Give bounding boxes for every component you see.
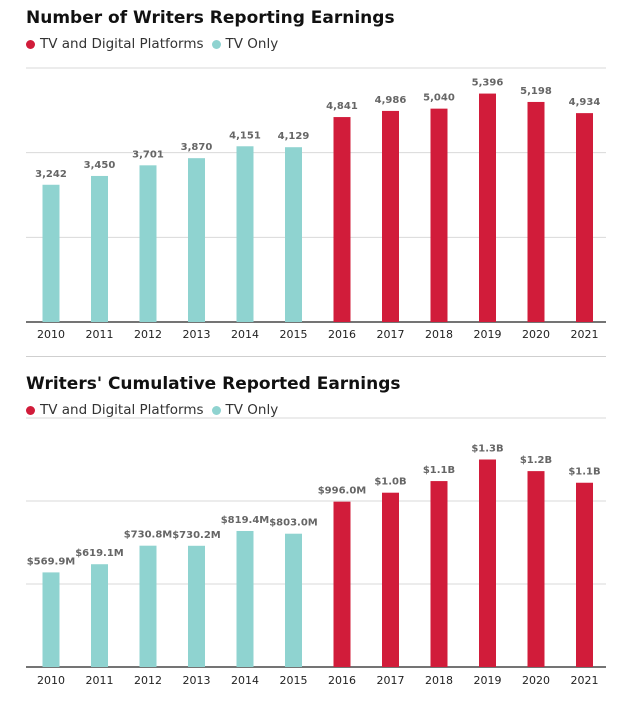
data-label-2013: 3,870 bbox=[181, 142, 213, 153]
bar-2014 bbox=[236, 146, 254, 322]
data-label-2019: $1.3B bbox=[471, 444, 503, 455]
bar-2020 bbox=[527, 471, 545, 667]
legend-label: TV and Digital Platforms bbox=[40, 402, 204, 418]
data-label-2014: 4,151 bbox=[229, 130, 261, 141]
x-tick-label-2017: 2017 bbox=[377, 674, 405, 687]
bar-2019 bbox=[479, 459, 496, 667]
bar-2011 bbox=[91, 175, 108, 322]
x-tick-label-2013: 2013 bbox=[183, 328, 211, 341]
data-label-2018: $1.1B bbox=[423, 465, 455, 476]
bar-2021 bbox=[576, 113, 593, 322]
data-label-2021: $1.1B bbox=[568, 467, 600, 478]
data-label-2011: $619.1M bbox=[75, 548, 124, 559]
data-label-2016: 4,841 bbox=[326, 101, 358, 112]
x-tick-label-2010: 2010 bbox=[37, 328, 65, 341]
x-tick-label-2015: 2015 bbox=[280, 674, 308, 687]
bar-2013 bbox=[188, 545, 205, 667]
bar-2018 bbox=[430, 108, 448, 322]
legend-dot-icon bbox=[26, 39, 35, 49]
x-tick-label-2014: 2014 bbox=[231, 328, 259, 341]
bar-2012 bbox=[139, 165, 157, 322]
x-tick-label-2016: 2016 bbox=[328, 674, 356, 687]
data-label-2014: $819.4M bbox=[221, 515, 270, 526]
bar-2020 bbox=[527, 101, 545, 323]
chart-legend: TV and Digital Platforms TV Only bbox=[26, 36, 286, 52]
chart-legend: TV and Digital Platforms TV Only bbox=[26, 402, 286, 418]
data-label-2010: $569.9M bbox=[27, 556, 76, 567]
x-tick-label-2018: 2018 bbox=[425, 328, 453, 341]
data-label-2012: 3,701 bbox=[132, 149, 164, 160]
data-label-2010: 3,242 bbox=[35, 169, 67, 180]
data-label-2011: 3,450 bbox=[84, 160, 116, 171]
data-label-2018: 5,040 bbox=[423, 93, 455, 104]
data-label-2017: 4,986 bbox=[375, 95, 407, 106]
x-tick-label-2020: 2020 bbox=[522, 328, 550, 341]
bar-2011 bbox=[91, 564, 108, 667]
legend-item-tv-and-digital: TV and Digital Platforms bbox=[26, 36, 204, 52]
legend-item-tv-only: TV Only bbox=[211, 402, 279, 418]
chart-title: Writers' Cumulative Reported Earnings bbox=[26, 374, 401, 394]
x-tick-label-2021: 2021 bbox=[571, 328, 599, 341]
data-label-2017: $1.0B bbox=[374, 477, 406, 488]
bar-2016 bbox=[333, 117, 351, 322]
data-label-2021: 4,934 bbox=[569, 97, 601, 108]
x-tick-label-2011: 2011 bbox=[86, 674, 114, 687]
bar-2010 bbox=[42, 572, 60, 667]
data-label-2015: $803.0M bbox=[269, 518, 318, 529]
legend-dot-icon bbox=[211, 405, 221, 415]
x-tick-label-2014: 2014 bbox=[231, 674, 259, 687]
legend-item-tv-only: TV Only bbox=[211, 36, 279, 52]
bar-2016 bbox=[333, 501, 351, 667]
x-tick-label-2012: 2012 bbox=[134, 328, 162, 341]
earnings-chart: Writers' Cumulative Reported Earnings TV… bbox=[0, 366, 625, 709]
legend-label: TV and Digital Platforms bbox=[40, 36, 204, 52]
bar-2021 bbox=[576, 482, 593, 667]
chart-title: Number of Writers Reporting Earnings bbox=[26, 8, 395, 28]
data-label-2020: $1.2B bbox=[520, 455, 552, 466]
bar-2017 bbox=[382, 110, 399, 323]
x-tick-label-2015: 2015 bbox=[280, 328, 308, 341]
data-label-2016: $996.0M bbox=[318, 486, 367, 497]
bar-2017 bbox=[382, 492, 399, 667]
data-label-2019: 5,396 bbox=[472, 78, 504, 89]
x-tick-label-2017: 2017 bbox=[377, 328, 405, 341]
x-tick-label-2020: 2020 bbox=[522, 674, 550, 687]
bar-2014 bbox=[236, 530, 254, 667]
bar-chart-plot: 3,242 2010 3,450 2011 3,701 2012 3,870 2013 4,15… bbox=[26, 67, 606, 341]
legend-item-tv-and-digital: TV and Digital Platforms bbox=[26, 402, 204, 418]
bar-2012 bbox=[139, 545, 157, 667]
bar-2018 bbox=[430, 481, 448, 667]
legend-label: TV Only bbox=[225, 36, 279, 52]
x-tick-label-2019: 2019 bbox=[474, 328, 502, 341]
x-tick-label-2011: 2011 bbox=[86, 328, 114, 341]
bar-2015 bbox=[285, 147, 302, 322]
bar-2013 bbox=[188, 158, 205, 322]
writers-count-chart: Number of Writers Reporting Earnings TV … bbox=[0, 0, 625, 352]
x-tick-label-2013: 2013 bbox=[183, 674, 211, 687]
bar-2010 bbox=[42, 184, 60, 322]
x-tick-label-2021: 2021 bbox=[571, 674, 599, 687]
bar-chart-plot: $569.9M 2010 $619.1M 2011 $730.8M 2012 $730.2M… bbox=[26, 417, 606, 687]
bar-2015 bbox=[285, 533, 302, 667]
legend-label: TV Only bbox=[225, 402, 279, 418]
section-divider bbox=[26, 356, 606, 357]
x-tick-label-2010: 2010 bbox=[37, 674, 65, 687]
x-tick-label-2019: 2019 bbox=[474, 674, 502, 687]
legend-dot-icon bbox=[211, 39, 221, 49]
bar-2019 bbox=[479, 93, 496, 322]
data-label-2013: $730.2M bbox=[172, 530, 221, 541]
x-tick-label-2018: 2018 bbox=[425, 674, 453, 687]
x-tick-label-2012: 2012 bbox=[134, 674, 162, 687]
data-label-2015: 4,129 bbox=[278, 131, 310, 142]
legend-dot-icon bbox=[26, 405, 35, 415]
data-label-2012: $730.8M bbox=[124, 530, 173, 541]
x-tick-label-2016: 2016 bbox=[328, 328, 356, 341]
data-label-2020: 5,198 bbox=[520, 86, 552, 97]
